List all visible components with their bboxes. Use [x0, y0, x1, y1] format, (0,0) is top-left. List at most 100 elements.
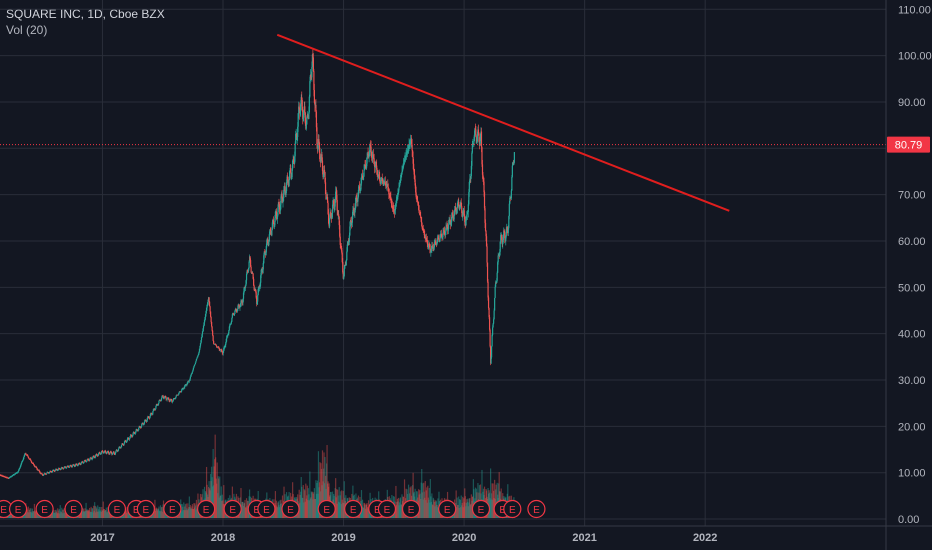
candle-body: [321, 160, 324, 172]
candle-body: [430, 248, 432, 252]
y-tick-label: 110.00: [898, 4, 931, 16]
volume-bar: [195, 509, 197, 518]
candle-body: [133, 431, 135, 433]
volume-bar: [462, 496, 464, 518]
earnings-circle: [503, 499, 522, 519]
volume-bar: [97, 505, 99, 518]
candle-body: [60, 469, 62, 470]
candle-body: [223, 346, 225, 349]
candle-body: [19, 467, 21, 469]
x-tick-label: 2019: [331, 532, 355, 544]
candle-body: [135, 431, 137, 434]
candle-body: [245, 274, 248, 281]
volume-bar: [103, 509, 105, 518]
volume-bar: [223, 485, 225, 518]
candle-body: [468, 182, 470, 193]
volume-bar: [428, 487, 430, 518]
candle-body: [440, 234, 443, 237]
candle-body: [146, 420, 148, 422]
volume-bar: [292, 482, 294, 518]
volume-bar: [281, 506, 283, 518]
candle-body: [505, 236, 507, 241]
volume-bar: [54, 510, 56, 518]
candle-body: [172, 399, 174, 402]
candle-body: [89, 459, 91, 461]
candle-body: [81, 461, 84, 463]
earnings-label: E: [287, 505, 294, 516]
candle-body: [151, 413, 153, 415]
earnings-circle: [438, 499, 457, 519]
candle-body: [343, 276, 345, 279]
candle-body: [293, 159, 295, 163]
candle-body: [245, 280, 247, 286]
candle-body: [292, 160, 294, 169]
candle-body: [235, 309, 238, 312]
candle-body: [419, 214, 421, 216]
volume-bar: [84, 511, 87, 518]
volume-bar: [56, 511, 58, 518]
volume-bar: [30, 511, 32, 518]
earnings-label: E: [499, 505, 506, 516]
volume-bar: [492, 483, 494, 518]
candle-body: [398, 187, 400, 191]
candle-body: [235, 308, 237, 310]
candle-body: [375, 164, 377, 167]
candle-body: [406, 151, 408, 154]
candle-body: [193, 366, 195, 368]
candle-body: [304, 112, 306, 124]
candle-body: [279, 204, 282, 211]
volume-bar: [494, 479, 496, 518]
candle-body: [143, 422, 145, 425]
earnings-marker: E: [527, 499, 546, 519]
candle-body: [183, 386, 185, 388]
candle-body: [263, 251, 265, 256]
candle-body: [111, 453, 113, 455]
volume-bar: [433, 499, 435, 518]
trendline: [276, 33, 730, 212]
candle-body: [254, 289, 256, 291]
volume-bar: [399, 497, 402, 518]
time-axis[interactable]: 2017 2018 2019 2020 2021 2022: [0, 525, 932, 544]
candle-body: [82, 462, 85, 464]
volume-bar: [491, 493, 493, 518]
candle-body: [171, 399, 173, 401]
volume-bar: [460, 495, 462, 518]
volume-bar: [436, 506, 439, 518]
volume-bar: [88, 509, 90, 518]
candle-body: [119, 446, 121, 448]
candle-body: [508, 216, 510, 228]
volume-bar: [179, 510, 181, 518]
volume-bar: [123, 512, 125, 518]
candle-body: [309, 81, 311, 97]
earnings-circle: [344, 499, 363, 519]
volume-bar: [304, 501, 306, 518]
candle-body: [355, 197, 357, 204]
candle-body: [487, 297, 490, 309]
volume-bar: [98, 509, 100, 518]
candle-body: [35, 466, 38, 468]
price-axis[interactable]: 0.00 10.00 20.00 30.00 40.00 50.00 60.00 70.00 8…: [885, 0, 932, 550]
candle-body: [45, 474, 47, 476]
volume-bar: [314, 499, 316, 518]
last-price-label: 80.79: [895, 140, 923, 152]
volume-indicator-label: Vol (20): [6, 23, 48, 37]
candle-body: [312, 57, 314, 72]
candle-body: [294, 143, 296, 157]
volume-bar: [88, 510, 90, 518]
candle-body: [423, 232, 425, 236]
earnings-label: E: [374, 505, 381, 516]
earnings-circle: [317, 499, 336, 519]
volume-bar: [312, 493, 314, 518]
volume-bar: [426, 502, 428, 518]
volume-bar: [213, 485, 215, 518]
x-tick-label: 2021: [572, 532, 596, 544]
volume-bar: [161, 506, 163, 518]
candle-body: [326, 197, 329, 203]
candle-body: [359, 188, 361, 191]
candle-body: [334, 199, 336, 207]
candle-body: [348, 235, 350, 243]
volume-bar: [52, 512, 54, 518]
candle-body: [165, 396, 167, 399]
